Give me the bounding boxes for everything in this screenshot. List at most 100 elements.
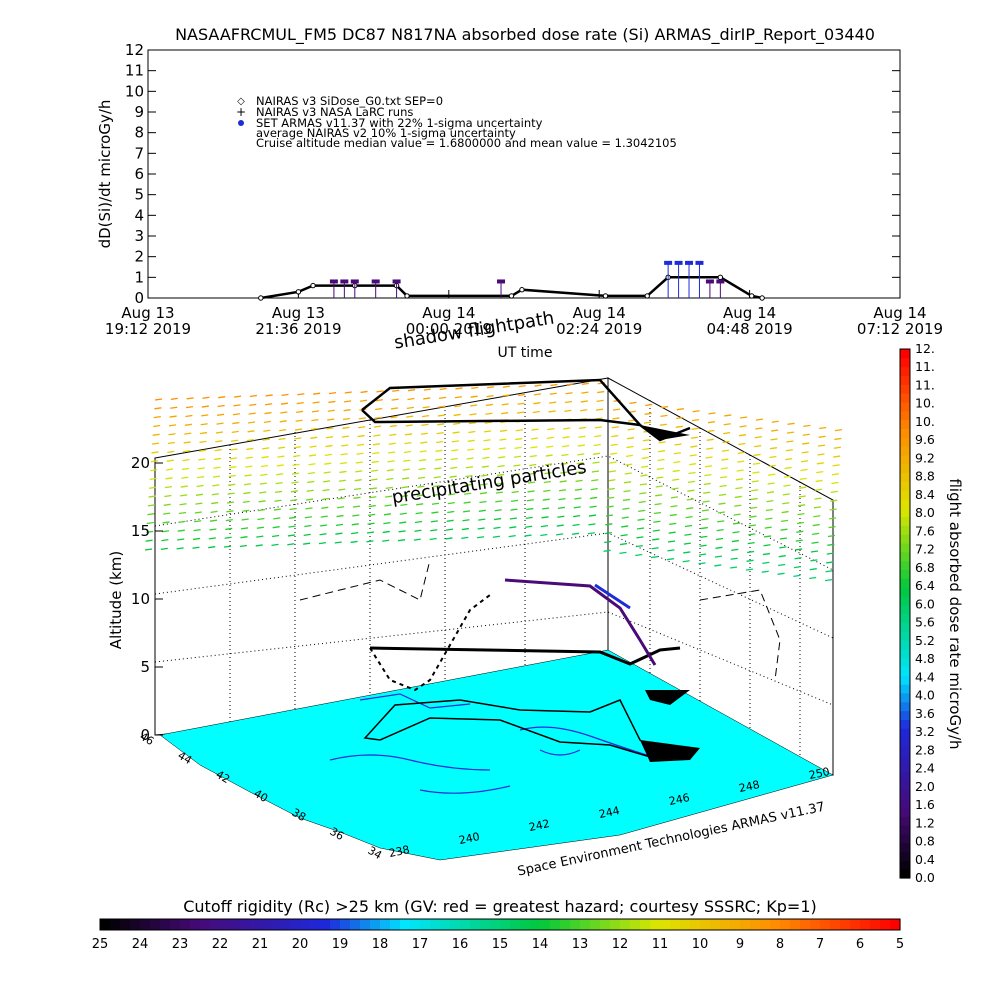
precip-dash — [588, 514, 597, 517]
precip-dash — [691, 427, 699, 431]
precip-dash — [653, 520, 661, 523]
precip-dash — [754, 444, 762, 448]
dose-rate-colorbar-band — [900, 728, 910, 738]
precip-dash — [320, 515, 328, 518]
precip-dash — [166, 459, 174, 462]
precip-dash — [449, 475, 457, 478]
cutoff-rigidity-band — [440, 919, 451, 930]
precip-dash — [479, 500, 487, 504]
precip-dash — [358, 426, 366, 429]
precip-dash — [487, 386, 495, 389]
precip-dash — [422, 406, 430, 409]
precip-dash — [596, 399, 604, 403]
precip-dash — [779, 546, 787, 549]
dose-rate-colorbar-band — [900, 384, 910, 394]
precip-dash — [399, 512, 407, 515]
precip-dash — [762, 561, 770, 565]
precip-dash — [305, 498, 314, 501]
precip-dash — [768, 464, 776, 467]
precip-dash — [436, 432, 444, 435]
precip-dash — [714, 555, 722, 558]
precip-dash — [436, 440, 444, 444]
precip-dash — [626, 445, 634, 449]
cutoff-rigidity-band — [210, 919, 221, 930]
precip-dash — [830, 490, 838, 494]
precip-dash — [274, 499, 282, 502]
top-y-tick-label: 11 — [125, 62, 144, 80]
precip-dash — [208, 546, 216, 549]
precip-dash — [407, 389, 416, 392]
altitude-axis-label: Altitude (km) — [107, 551, 125, 649]
precip-dash — [786, 431, 795, 434]
precip-dash — [667, 540, 676, 543]
dose-rate-colorbar-band — [900, 675, 910, 685]
dose-rate-colorbar-tick: 11. — [915, 359, 935, 374]
precip-dash — [323, 471, 331, 474]
precip-dash — [199, 431, 208, 435]
precip-dash — [325, 444, 333, 448]
precip-dash — [577, 444, 585, 447]
cutoff-rigidity-band — [800, 919, 811, 930]
precip-dash — [273, 508, 281, 511]
dose-rate-colorbar-band — [900, 763, 910, 773]
precip-dash — [764, 535, 772, 538]
precip-dash — [718, 493, 727, 497]
cutoff-rigidity-band — [600, 919, 611, 930]
precip-dash — [670, 496, 679, 499]
precip-dash — [447, 510, 455, 514]
precip-dash — [638, 500, 646, 504]
precip-dash — [170, 397, 178, 401]
precip-dash — [672, 469, 680, 473]
cutoff-rigidity-band — [540, 919, 551, 930]
precip-dash — [198, 449, 207, 452]
precip-dash — [272, 534, 280, 538]
precip-dash — [658, 450, 666, 453]
precip-dash — [477, 536, 485, 539]
precip-dash — [290, 490, 298, 493]
precip-dash — [619, 551, 627, 555]
precip-dash — [732, 522, 741, 525]
precip-dash — [499, 438, 507, 441]
precip-dash — [192, 546, 200, 549]
precip-dash — [780, 528, 788, 531]
precip-dash — [723, 423, 731, 426]
precip-dash — [165, 477, 173, 480]
precip-dash — [413, 538, 421, 541]
precip-dash — [304, 516, 312, 519]
precip-dash — [429, 537, 437, 541]
top-y-tick-label: 7 — [134, 144, 144, 162]
precip-dash — [605, 523, 613, 526]
dose-rate-colorbar-tick: 1.6 — [915, 797, 935, 812]
precip-dash — [417, 485, 425, 488]
altitude-gridlines — [154, 392, 834, 763]
precip-dash — [484, 430, 492, 433]
precip-dash — [374, 416, 382, 419]
precip-dash — [154, 407, 162, 410]
precip-dash — [484, 421, 492, 424]
cutoff-rigidity-tick: 6 — [856, 937, 864, 952]
cutoff-rigidity-band — [560, 919, 571, 930]
precip-dash — [546, 436, 554, 440]
precip-dash — [462, 519, 470, 522]
precip-dash — [150, 460, 158, 463]
cutoff-rigidity-tick: 25 — [92, 937, 109, 952]
dose-rate-colorbar-tick: 5.2 — [915, 633, 935, 648]
precip-dash — [607, 496, 615, 499]
series-nairas-point — [717, 274, 724, 281]
precip-dash — [296, 410, 304, 414]
precip-dash — [375, 407, 383, 411]
precip-dash — [639, 483, 648, 486]
precip-dash — [144, 548, 153, 551]
dose-rate-colorbar-band — [900, 833, 910, 844]
precip-dash — [420, 441, 428, 444]
precip-dash — [209, 528, 217, 531]
precip-dash — [149, 477, 157, 481]
precip-dash — [181, 476, 189, 479]
precip-dash — [404, 433, 413, 436]
precip-dash — [241, 518, 249, 521]
precip-dash — [184, 432, 192, 435]
precip-dash — [256, 535, 264, 538]
cutoff-rigidity-band — [590, 919, 601, 930]
precip-dash — [736, 469, 744, 472]
cutoff-rigidity-band — [890, 919, 901, 930]
